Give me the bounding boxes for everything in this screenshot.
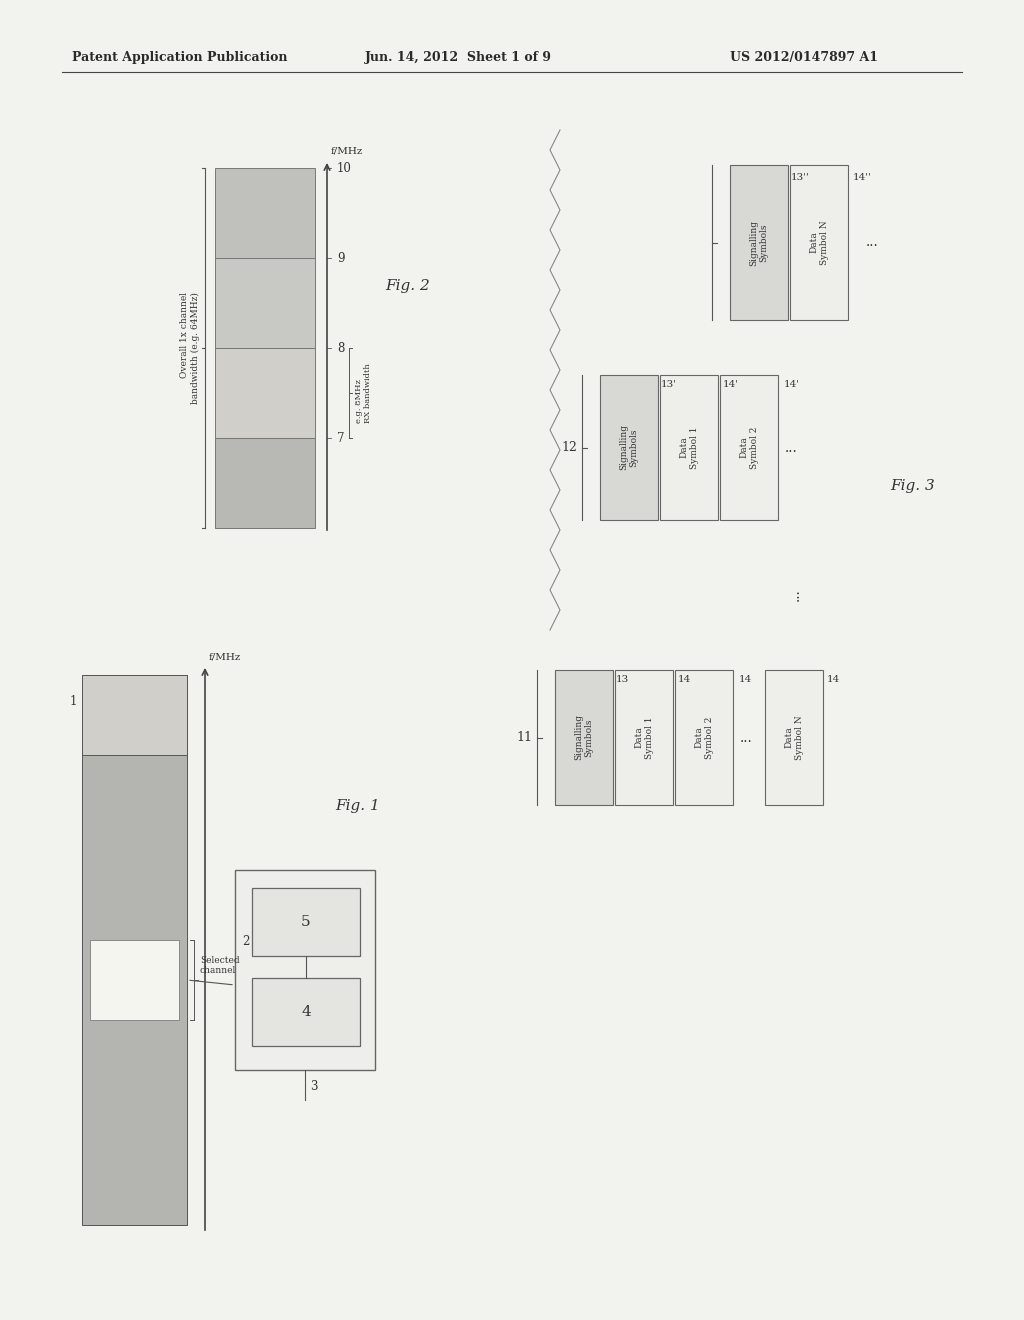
Bar [252,978,360,1045]
Text: ...: ... [785,441,798,454]
Bar [215,168,315,257]
Text: f/MHz: f/MHz [209,652,242,661]
Text: 13': 13' [662,380,677,389]
Text: 5: 5 [301,915,311,929]
Bar [215,348,315,438]
Text: 14: 14 [678,675,691,684]
Text: Data
Symbol N: Data Symbol N [809,220,828,265]
Bar [90,940,179,1020]
Text: 11: 11 [516,731,532,744]
Text: 13: 13 [616,675,630,684]
Text: Fig. 3: Fig. 3 [890,479,935,492]
Text: Fig. 2: Fig. 2 [385,279,430,293]
Text: Signalling
Symbols: Signalling Symbols [750,219,769,265]
Bar [720,375,778,520]
Text: 13'': 13'' [791,173,810,182]
Bar [82,675,187,1225]
Bar [660,375,718,520]
Text: 14'': 14'' [853,173,871,182]
Text: 3: 3 [310,1080,317,1093]
Text: Overall 1x channel
bandwidth (e.g. 64MHz): Overall 1x channel bandwidth (e.g. 64MHz… [180,292,200,404]
Text: 2: 2 [242,935,250,948]
Text: 9: 9 [337,252,344,264]
Text: Fig. 1: Fig. 1 [335,799,380,813]
Text: ...: ... [866,235,879,249]
Text: Data
Symbol 2: Data Symbol 2 [739,426,759,469]
Text: 8: 8 [337,342,344,355]
Text: Data
Symbol N: Data Symbol N [784,715,804,760]
Bar [730,165,788,319]
Text: Selected
channel: Selected channel [200,956,240,975]
Text: Data
Symbol 1: Data Symbol 1 [634,717,653,759]
Text: Patent Application Publication: Patent Application Publication [72,51,288,65]
Text: Signalling
Symbols: Signalling Symbols [574,714,594,760]
Bar [82,675,187,755]
Text: Data
Symbol 1: Data Symbol 1 [679,426,698,469]
Bar [215,438,315,528]
Bar [252,888,360,956]
Text: Jun. 14, 2012  Sheet 1 of 9: Jun. 14, 2012 Sheet 1 of 9 [365,51,552,65]
Bar [555,671,613,805]
Text: 4: 4 [301,1005,311,1019]
Text: ...: ... [740,730,753,744]
Bar [215,257,315,348]
Text: 14: 14 [827,675,841,684]
Text: e.g. 8MHz
RX bandwidth: e.g. 8MHz RX bandwidth [355,363,372,422]
Text: 14': 14' [784,380,800,389]
Bar [765,671,823,805]
Text: Signalling
Symbols: Signalling Symbols [620,425,639,470]
Text: 12: 12 [561,441,577,454]
Bar [234,870,375,1071]
Bar [790,165,848,319]
Text: ...: ... [788,589,802,602]
Text: Data
Symbol 2: Data Symbol 2 [694,717,714,759]
Bar [600,375,658,520]
Text: US 2012/0147897 A1: US 2012/0147897 A1 [730,51,878,65]
Bar [675,671,733,805]
Text: 10: 10 [337,161,352,174]
Text: 1: 1 [70,696,78,708]
Bar [615,671,673,805]
Text: f/MHz: f/MHz [331,147,364,156]
Text: 14': 14' [723,380,739,389]
Text: 7: 7 [337,432,344,445]
Text: 14: 14 [739,675,753,684]
